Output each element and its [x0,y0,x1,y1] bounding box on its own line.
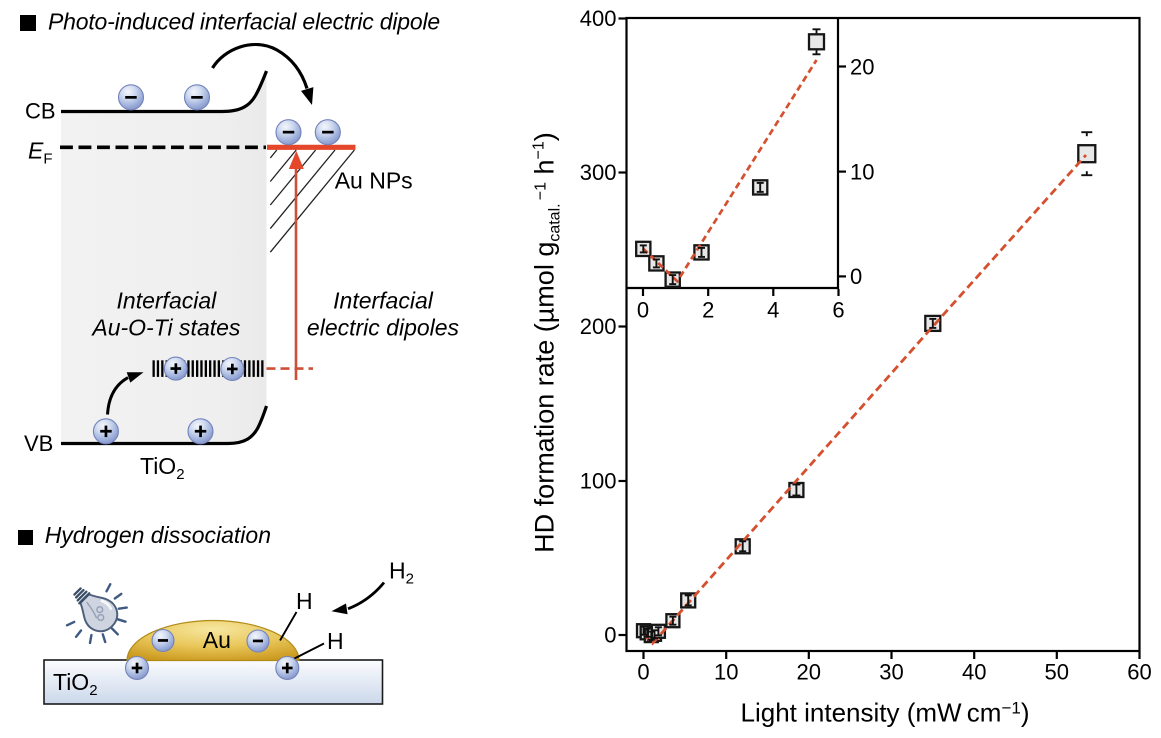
svg-text:400: 400 [580,6,617,31]
svg-text:40: 40 [962,660,986,685]
svg-text:CB: CB [25,99,56,124]
svg-text:4: 4 [767,298,779,323]
svg-text:0: 0 [850,264,862,289]
svg-text:60: 60 [1127,660,1151,685]
svg-text:200: 200 [580,314,617,339]
svg-text:electric dipoles: electric dipoles [307,314,460,340]
svg-text:20: 20 [797,660,821,685]
svg-text:Au-O-Ti states: Au-O-Ti states [90,314,241,340]
svg-text:Photo-induced interfacial elec: Photo-induced interfacial electric dipol… [48,9,440,35]
svg-text:Interfacial: Interfacial [333,288,434,314]
svg-text:100: 100 [580,468,617,493]
svg-text:Au NPs: Au NPs [335,167,413,193]
svg-text:Au: Au [203,627,231,653]
svg-text:0: 0 [604,622,616,647]
svg-text:Hydrogen dissociation: Hydrogen dissociation [45,522,271,548]
svg-text:10: 10 [714,660,738,685]
svg-text:20: 20 [850,54,874,79]
svg-text:2: 2 [702,298,714,323]
svg-text:H: H [296,588,313,614]
svg-text:Light intensity (mW cm−1): Light intensity (mW cm−1) [741,698,1030,728]
svg-text:Interfacial: Interfacial [117,288,218,314]
svg-text:6: 6 [832,298,844,323]
svg-text:10: 10 [850,159,874,184]
svg-text:0: 0 [637,660,649,685]
svg-text:300: 300 [580,160,617,185]
svg-text:0: 0 [637,298,649,323]
svg-text:VB: VB [24,431,53,456]
svg-text:H: H [327,628,344,654]
svg-text:30: 30 [879,660,903,685]
svg-text:50: 50 [1045,660,1069,685]
